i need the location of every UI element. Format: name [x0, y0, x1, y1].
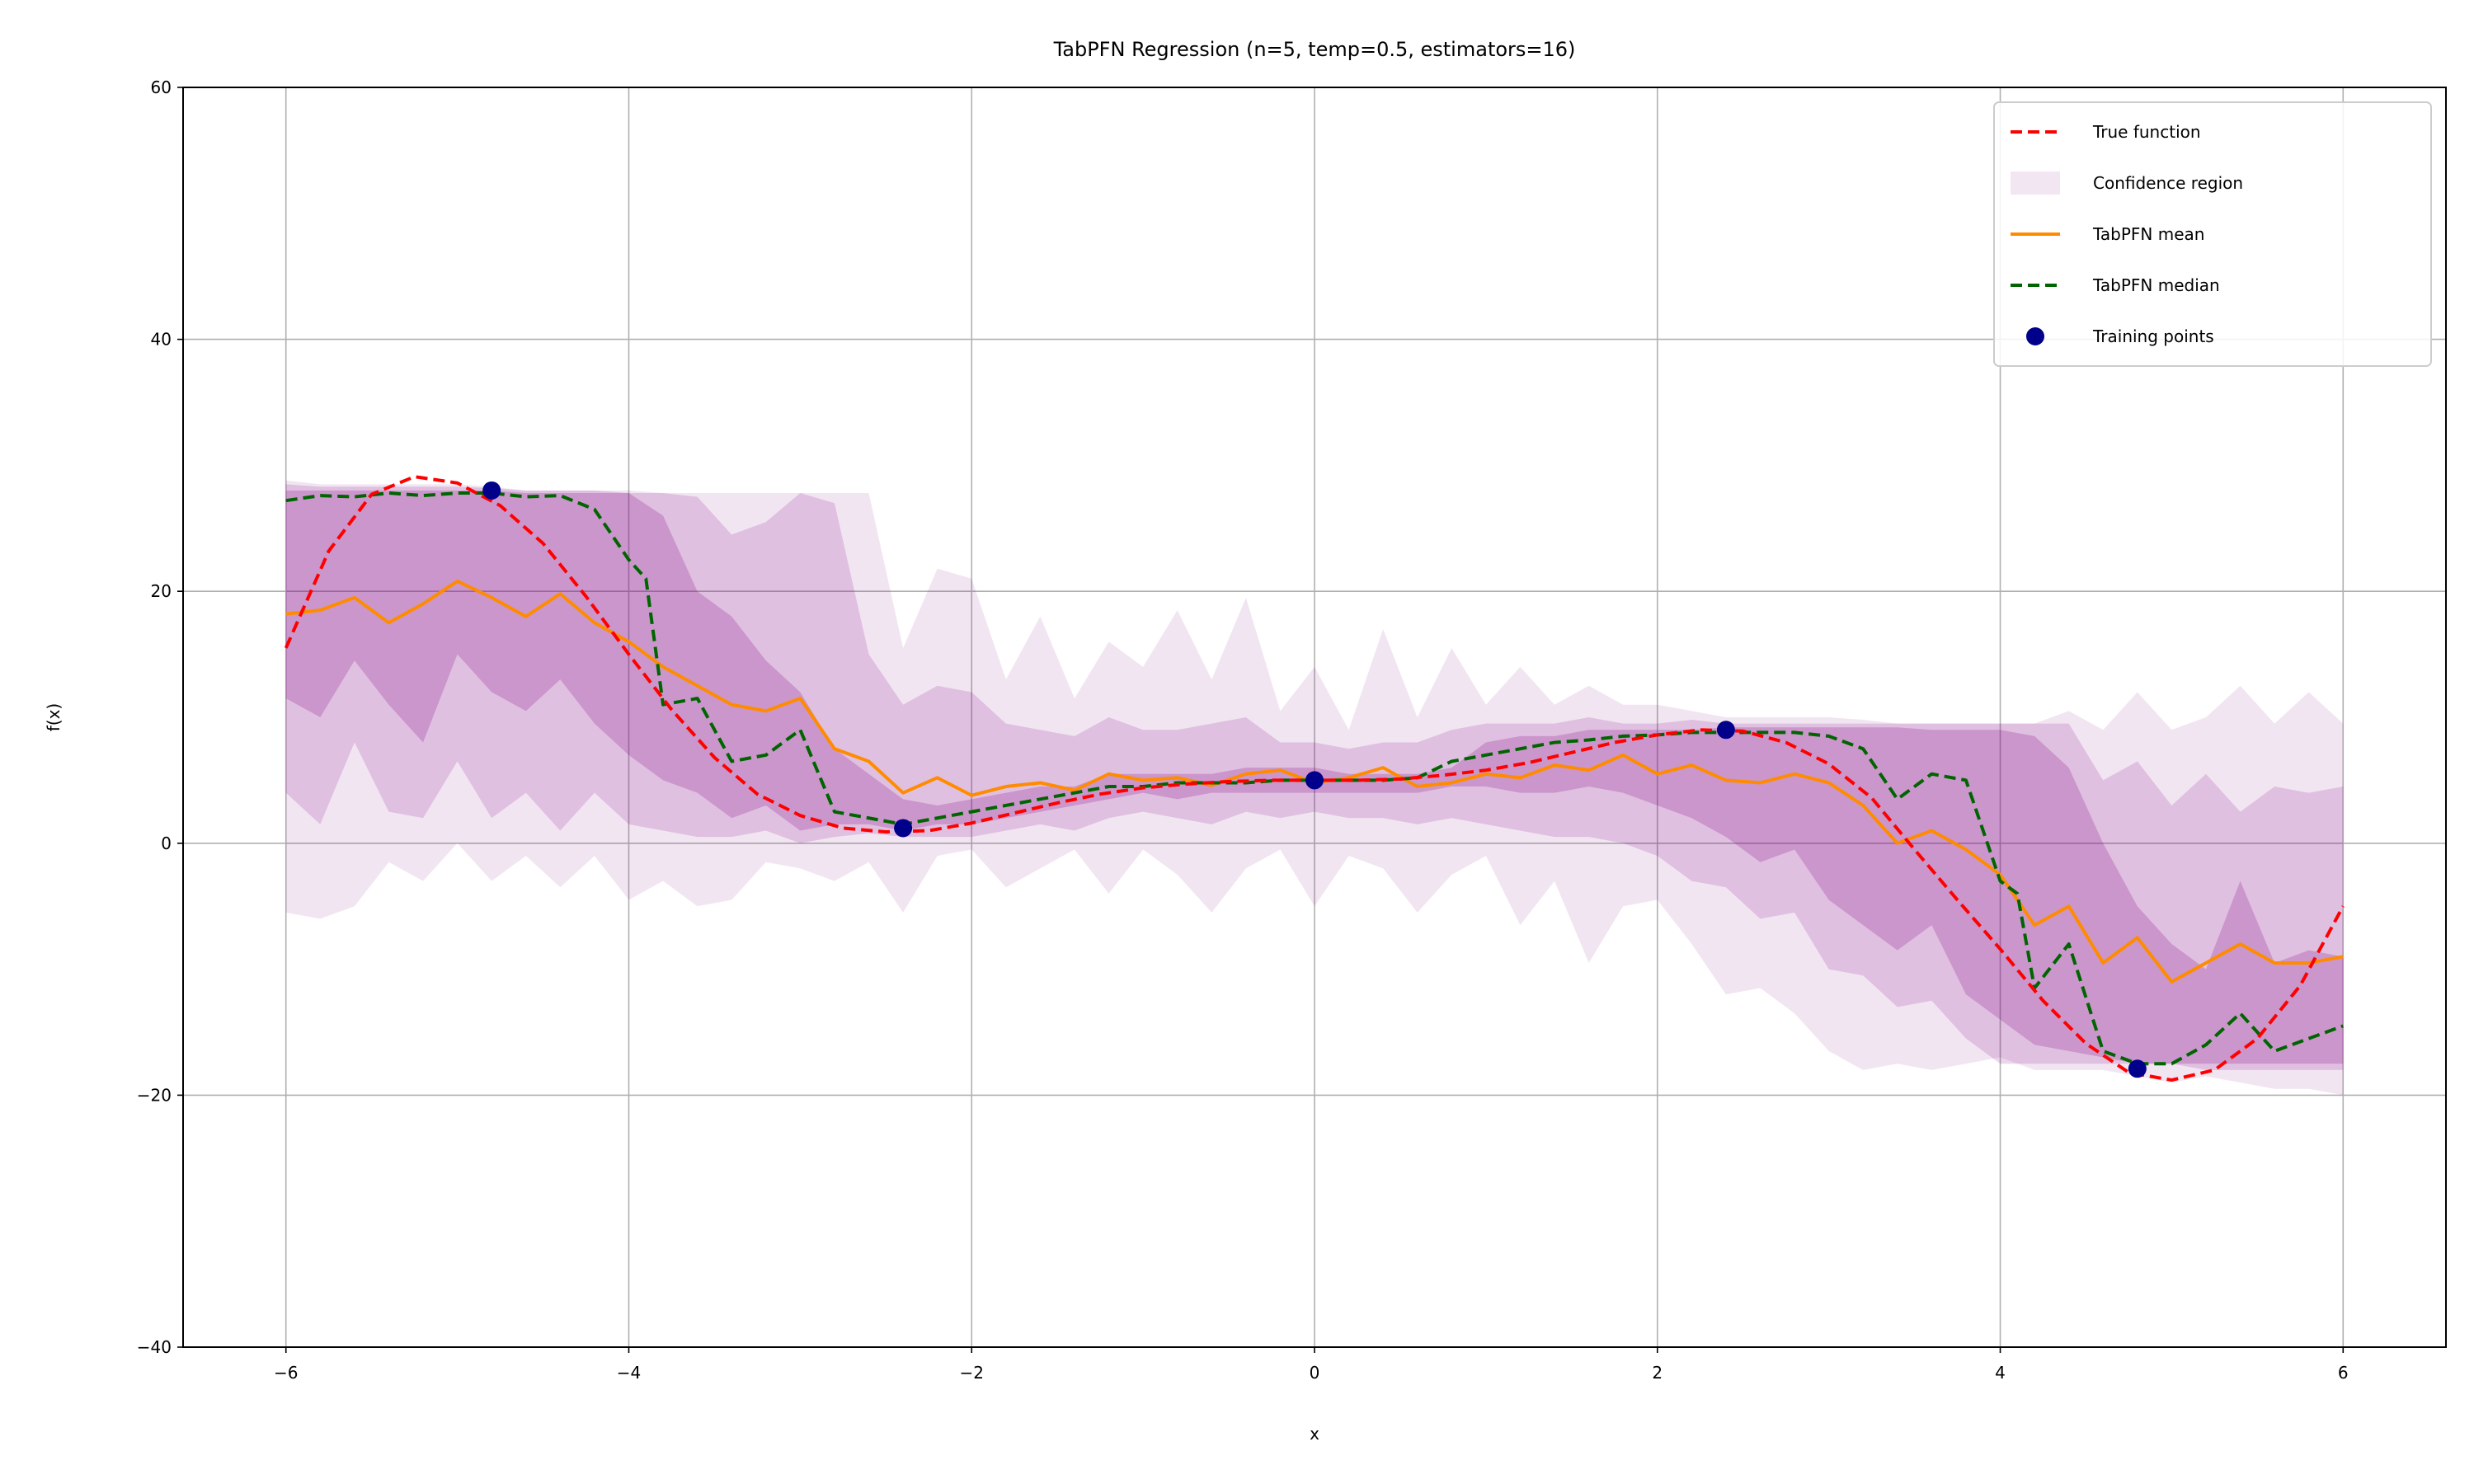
training-point — [482, 481, 501, 500]
x-tick-label: 4 — [1995, 1363, 2006, 1383]
x-tick-label: −6 — [274, 1363, 298, 1383]
legend-label-true-function: True function — [2092, 122, 2201, 142]
legend-label-confidence-region: Confidence region — [2093, 173, 2243, 193]
y-tick-label: −40 — [137, 1337, 172, 1357]
training-point — [1716, 721, 1735, 740]
chart-title: TabPFN Regression (n=5, temp=0.5, estima… — [1053, 38, 1576, 61]
training-point — [894, 819, 913, 838]
y-axis-label: f(x) — [44, 703, 63, 731]
legend-label-tabpfn-median: TabPFN median — [2092, 275, 2220, 295]
legend-swatch-training-points — [2026, 327, 2044, 345]
x-tick-label: −4 — [617, 1363, 641, 1383]
x-axis-label: x — [1310, 1424, 1319, 1444]
y-tick-label: 60 — [151, 77, 172, 97]
x-tick-label: 2 — [1652, 1363, 1663, 1383]
legend-box — [1993, 101, 2432, 367]
x-tick-label: 6 — [2338, 1363, 2349, 1383]
legend-swatch-confidence-region — [2011, 171, 2060, 195]
legend-label-training-points: Training points — [2092, 326, 2214, 346]
y-tick-label: 20 — [151, 581, 172, 601]
x-tick-label: −2 — [960, 1363, 984, 1383]
y-tick-label: 40 — [151, 330, 172, 350]
legend-label-tabpfn-mean: TabPFN mean — [2092, 224, 2204, 244]
y-tick-label: 0 — [161, 834, 172, 853]
legend: True function Confidence region TabPFN mea… — [1993, 101, 2432, 367]
training-point — [1305, 771, 1324, 790]
x-tick-label: 0 — [1310, 1363, 1320, 1383]
y-tick-label: −20 — [137, 1085, 172, 1105]
training-point — [2128, 1059, 2147, 1078]
training-points — [482, 481, 2147, 1078]
